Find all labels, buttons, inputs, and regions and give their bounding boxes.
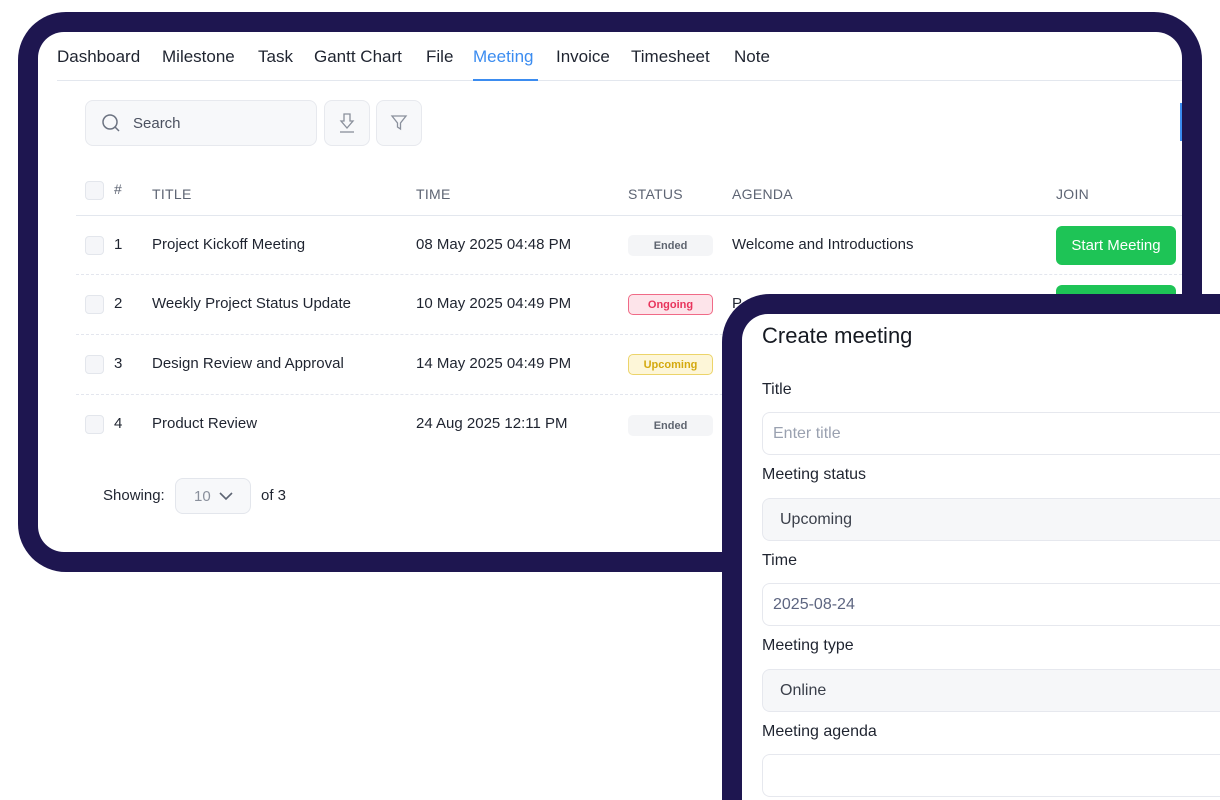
header-join: JOIN xyxy=(1056,186,1090,202)
tab-invoice[interactable]: Invoice xyxy=(556,47,610,66)
header-divider xyxy=(76,215,1182,216)
row-time: 24 Aug 2025 12:11 PM xyxy=(416,415,568,432)
status-badge: Upcoming xyxy=(628,354,713,375)
title-label: Title xyxy=(762,381,792,398)
search-icon xyxy=(102,114,120,132)
row-checkbox[interactable] xyxy=(85,236,104,255)
showing-label: Showing: xyxy=(103,487,165,504)
tab-note[interactable]: Note xyxy=(734,47,770,66)
active-tab-underline xyxy=(473,79,538,81)
status-badge: Ended xyxy=(628,415,713,436)
tab-milestone[interactable]: Milestone xyxy=(162,47,235,66)
tab-gantt-chart[interactable]: Gantt Chart xyxy=(314,47,402,66)
time-label: Time xyxy=(762,552,797,569)
filter-button[interactable] xyxy=(376,100,422,146)
row-title[interactable]: Design Review and Approval xyxy=(152,355,344,372)
tab-file[interactable]: File xyxy=(426,47,454,66)
start-meeting-button[interactable]: Start Meeting xyxy=(1056,226,1176,265)
page-size-select[interactable]: 10 xyxy=(175,478,251,514)
row-checkbox[interactable] xyxy=(85,295,104,314)
meeting-agenda-input[interactable] xyxy=(762,754,1220,797)
meeting-agenda-label: Meeting agenda xyxy=(762,723,877,740)
row-agenda: P xyxy=(732,295,743,312)
create-meeting-modal: Create meeting Title Enter title Meeting… xyxy=(742,314,1220,800)
time-value: 2025-08-24 xyxy=(773,595,855,613)
row-time: 10 May 2025 04:49 PM xyxy=(416,295,572,312)
chevron-down-icon xyxy=(219,491,233,500)
select-all-checkbox[interactable] xyxy=(85,181,104,200)
row-num: 2 xyxy=(114,295,123,312)
filter-icon xyxy=(390,115,408,131)
row-agenda: Welcome and Introductions xyxy=(732,236,914,253)
row-title[interactable]: Project Kickoff Meeting xyxy=(152,236,306,253)
search-input[interactable]: Search xyxy=(85,100,317,146)
row-time: 08 May 2025 04:48 PM xyxy=(416,236,572,253)
meeting-type-select[interactable]: Online xyxy=(762,669,1220,712)
row-divider xyxy=(76,274,1182,275)
row-num: 3 xyxy=(114,355,123,372)
meeting-status-select[interactable]: Upcoming xyxy=(762,498,1220,541)
row-title[interactable]: Product Review xyxy=(152,415,258,432)
modal-title: Create meeting xyxy=(762,323,913,348)
tab-dashboard[interactable]: Dashboard xyxy=(57,47,141,66)
title-input[interactable]: Enter title xyxy=(762,412,1220,455)
row-checkbox[interactable] xyxy=(85,355,104,374)
row-time: 14 May 2025 04:49 PM xyxy=(416,355,572,372)
page-size-value: 10 xyxy=(194,487,211,505)
tab-divider xyxy=(57,80,1182,81)
status-badge: Ongoing xyxy=(628,294,713,315)
row-num: 1 xyxy=(114,236,123,253)
search-placeholder: Search xyxy=(133,114,181,132)
download-icon xyxy=(339,113,355,133)
row-divider xyxy=(76,334,1182,335)
page-count: of 3 xyxy=(261,487,287,504)
meeting-type-label: Meeting type xyxy=(762,637,854,654)
header-agenda[interactable]: AGENDA xyxy=(732,186,793,202)
header-status[interactable]: STATUS xyxy=(628,186,683,202)
header-num: # xyxy=(114,181,123,197)
header-title[interactable]: TITLE xyxy=(152,186,192,202)
meeting-status-label: Meeting status xyxy=(762,466,867,483)
row-checkbox[interactable] xyxy=(85,415,104,434)
time-input[interactable]: 2025-08-24 xyxy=(762,583,1220,626)
row-title[interactable]: Weekly Project Status Update xyxy=(152,295,351,312)
meeting-status-value: Upcoming xyxy=(780,510,853,528)
tab-task[interactable]: Task xyxy=(258,47,293,66)
tab-timesheet[interactable]: Timesheet xyxy=(631,47,710,66)
add-button-edge[interactable] xyxy=(1180,103,1182,141)
download-button[interactable] xyxy=(324,100,370,146)
tab-meeting[interactable]: Meeting xyxy=(473,47,534,66)
row-num: 4 xyxy=(114,415,123,432)
row-divider xyxy=(76,394,1182,395)
title-placeholder: Enter title xyxy=(773,424,841,442)
meeting-type-value: Online xyxy=(780,681,827,699)
status-badge: Ended xyxy=(628,235,713,256)
header-time[interactable]: TIME xyxy=(416,186,451,202)
